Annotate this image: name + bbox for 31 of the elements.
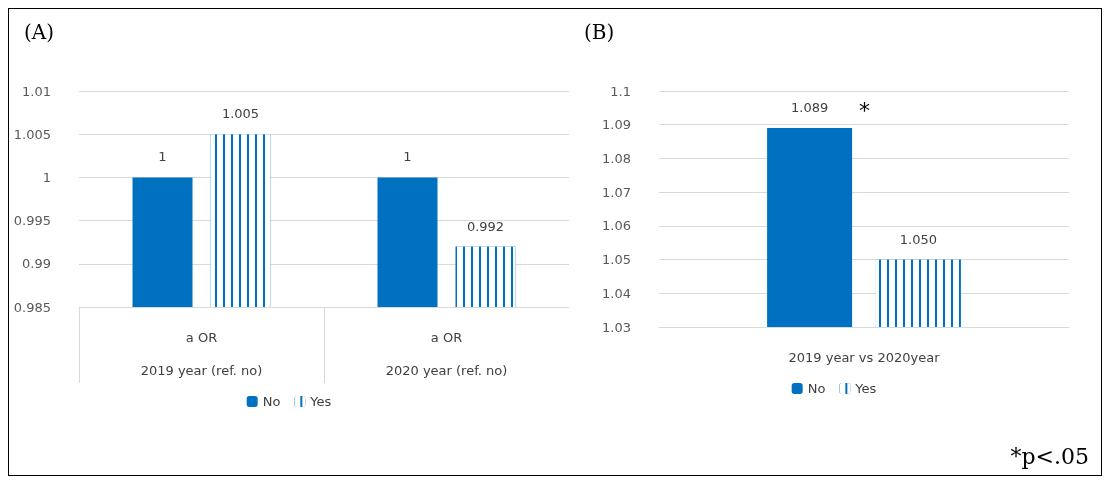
y-tick-label: 1.005 (13, 126, 51, 142)
y-tick-label: 1.04 (602, 285, 631, 301)
y-tick-label: 0.985 (13, 299, 51, 315)
y-tick-label: 1.09 (602, 117, 631, 133)
y-tick-label: 0.99 (22, 256, 51, 272)
legend-label: Yes (854, 381, 877, 396)
y-tick-label: 1.06 (602, 218, 631, 234)
legend-label: No (807, 381, 826, 396)
x-tick-label: 2019 year vs 2020year (788, 350, 941, 365)
legend-label: No (262, 394, 281, 409)
data-label: 1.089 (790, 100, 829, 116)
data-label: 1.050 (899, 231, 938, 247)
chart-title: (A) (24, 20, 55, 44)
legend-label: Yes (309, 394, 332, 409)
y-tick-label: 1.1 (610, 83, 631, 99)
y-tick-label: 0.995 (13, 213, 51, 229)
y-tick-label: 1 (42, 169, 51, 185)
y-tick-label: 1.01 (22, 83, 51, 99)
y-tick-label: 1.03 (602, 319, 631, 335)
data-label: 1 (158, 149, 167, 165)
annotation: * (859, 97, 871, 123)
chart-title: (B) (584, 20, 615, 44)
y-tick-label: 1.05 (602, 252, 631, 268)
y-tick-label: 1.07 (602, 184, 631, 200)
data-label: 0.992 (466, 218, 505, 234)
category-label: a OR 2019 year (ref. no) (140, 330, 263, 378)
text: *p<.05 (1010, 443, 1090, 469)
data-label: 1.005 (221, 106, 260, 122)
category-label: a OR 2020 year (ref. no) (385, 330, 508, 378)
y-tick-label: 1.08 (602, 150, 631, 166)
data-label: 1 (403, 149, 412, 165)
